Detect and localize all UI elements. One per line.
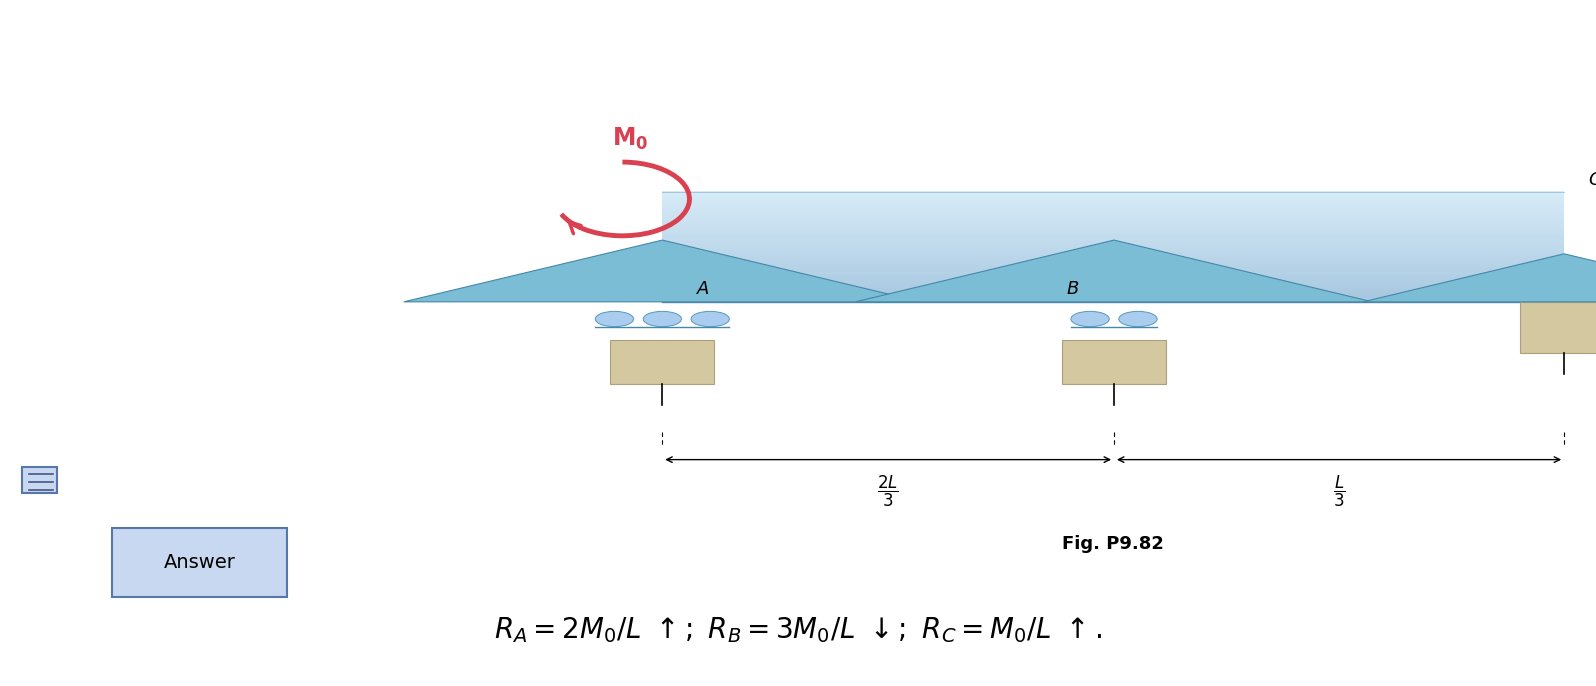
Bar [662,216,1564,220]
Bar [662,194,1564,198]
Text: A: A [697,281,710,298]
Bar [662,224,1564,228]
Bar [662,233,1564,236]
Text: $\mathbf{M_0}$: $\mathbf{M_0}$ [613,126,648,152]
Polygon shape [855,240,1373,302]
Bar [662,208,1564,211]
Text: $\dfrac{L}{3}$: $\dfrac{L}{3}$ [1333,473,1345,508]
Bar [662,202,1564,206]
Bar [662,296,1564,299]
Bar [662,282,1564,285]
Text: Fig. P9.82: Fig. P9.82 [1063,535,1163,553]
Bar [662,238,1564,241]
Bar [662,263,1564,266]
Bar [662,230,1564,233]
Bar [662,252,1564,255]
Text: $R_A = 2M_0/L\ \uparrow;\ R_B = 3M_0/L\ \downarrow;\ R_C = M_0/L\ \uparrow.$: $R_A = 2M_0/L\ \uparrow;\ R_B = 3M_0/L\ … [493,615,1103,645]
Bar [662,260,1564,263]
Text: Answer: Answer [163,553,236,572]
Bar [662,213,1564,217]
Text: $\dfrac{2L}{3}$: $\dfrac{2L}{3}$ [878,473,899,508]
Bar [662,197,1564,200]
Bar [1519,302,1596,353]
Bar [662,244,1564,247]
Ellipse shape [595,311,634,327]
Bar [662,191,1564,195]
Bar [662,298,1564,302]
Ellipse shape [1119,311,1157,327]
Bar [662,200,1564,203]
Bar [662,279,1564,283]
Bar [662,222,1564,225]
Text: C: C [1588,171,1596,189]
Bar [662,285,1564,288]
Bar [662,227,1564,230]
Bar [610,340,713,384]
Bar [662,257,1564,261]
Bar [662,290,1564,294]
Bar [662,255,1564,258]
Bar [662,211,1564,214]
Ellipse shape [643,311,681,327]
Bar [112,528,287,597]
Bar [662,249,1564,252]
Text: B: B [1066,281,1079,298]
Bar [662,219,1564,222]
Bar [662,268,1564,272]
Bar [662,274,1564,277]
Ellipse shape [1071,311,1109,327]
Bar [22,467,57,493]
Bar [662,241,1564,244]
Bar [662,271,1564,274]
Bar [662,287,1564,291]
Ellipse shape [691,311,729,327]
Bar [662,276,1564,280]
Bar [662,235,1564,239]
Polygon shape [1363,254,1596,302]
Bar [662,265,1564,269]
Bar [1061,340,1165,384]
Polygon shape [404,240,921,302]
Bar [662,205,1564,209]
Bar [662,246,1564,250]
Bar [662,293,1564,296]
